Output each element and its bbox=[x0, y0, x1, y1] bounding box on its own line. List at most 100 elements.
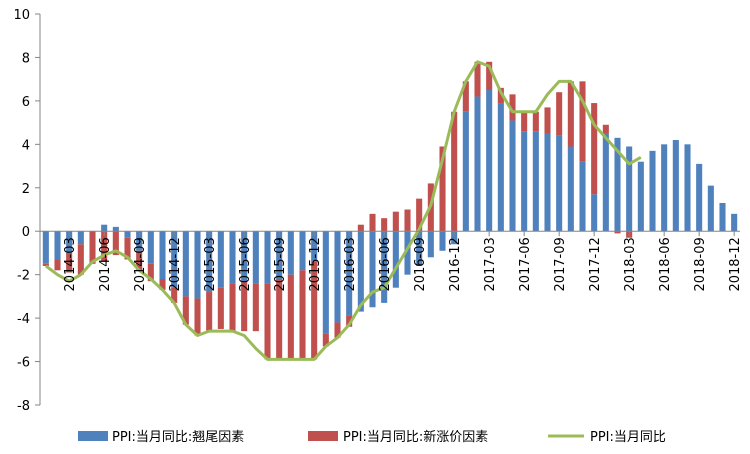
bar-carryover bbox=[264, 231, 271, 284]
bar-carryover bbox=[451, 231, 458, 245]
bar-carryover bbox=[381, 231, 388, 303]
bar-new-price bbox=[497, 87, 504, 104]
bar-carryover bbox=[439, 231, 446, 251]
ppi-yoy-line bbox=[44, 60, 642, 361]
x-tick-label: 2017-09 bbox=[553, 237, 568, 291]
bar-carryover bbox=[77, 231, 84, 245]
x-tick-label: 2017-06 bbox=[518, 237, 533, 291]
bar-new-price bbox=[334, 322, 341, 338]
bar-new-price bbox=[404, 209, 411, 232]
bar-new-price bbox=[544, 107, 551, 134]
bar-series-group bbox=[42, 61, 738, 360]
bar-carryover bbox=[124, 231, 131, 238]
bar-carryover bbox=[462, 111, 469, 232]
bar-carryover bbox=[556, 135, 563, 232]
x-tick-label: 2016-06 bbox=[378, 237, 393, 291]
y-tick-label: 2 bbox=[22, 182, 30, 197]
bar-carryover bbox=[206, 231, 213, 293]
bar-new-price bbox=[556, 92, 563, 136]
bar-new-price bbox=[567, 81, 574, 147]
bar-new-price bbox=[346, 315, 353, 327]
bar-new-price bbox=[392, 211, 399, 232]
bar-new-price bbox=[217, 287, 224, 329]
bar-new-price bbox=[474, 61, 481, 97]
bar-carryover bbox=[637, 161, 644, 232]
bar-carryover bbox=[357, 231, 364, 312]
bar-new-price bbox=[252, 283, 259, 332]
bar-carryover bbox=[672, 139, 679, 232]
y-tick-label: 4 bbox=[22, 138, 30, 153]
bar-carryover bbox=[229, 231, 236, 284]
bar-new-price bbox=[54, 259, 61, 271]
bar-new-price bbox=[322, 333, 329, 347]
bar-new-price bbox=[89, 231, 96, 264]
x-tick-label: 2018-12 bbox=[728, 237, 743, 291]
bar-carryover bbox=[696, 163, 703, 232]
bar-carryover bbox=[217, 231, 224, 288]
bar-carryover bbox=[147, 231, 154, 264]
bar-carryover bbox=[159, 231, 166, 280]
x-tick-label: 2017-12 bbox=[588, 237, 603, 291]
x-tick-label: 2015-09 bbox=[273, 237, 288, 291]
bar-new-price bbox=[206, 292, 213, 332]
y-tick-label: -8 bbox=[17, 399, 30, 414]
x-tick-label: 2016-09 bbox=[413, 237, 428, 291]
bar-new-price bbox=[439, 146, 446, 232]
bar-carryover bbox=[334, 231, 341, 323]
legend-swatch bbox=[308, 431, 338, 441]
bar-carryover bbox=[66, 231, 73, 253]
bar-carryover bbox=[136, 231, 143, 251]
bar-new-price bbox=[171, 287, 178, 303]
line-series-group bbox=[44, 60, 642, 361]
bar-new-price bbox=[532, 111, 539, 132]
bar-carryover bbox=[369, 231, 376, 308]
bar-new-price bbox=[264, 283, 271, 360]
bar-carryover bbox=[602, 133, 609, 232]
bar-new-price bbox=[521, 111, 528, 132]
bar-new-price bbox=[451, 111, 458, 232]
bar-new-price bbox=[112, 231, 119, 256]
bar-carryover bbox=[287, 231, 294, 275]
y-tick-label: 8 bbox=[22, 51, 30, 66]
bar-carryover bbox=[707, 185, 714, 232]
bar-carryover bbox=[322, 231, 329, 334]
bar-new-price bbox=[136, 250, 143, 271]
bar-new-price bbox=[42, 263, 49, 266]
bar-carryover bbox=[626, 146, 633, 232]
legend-label: PPI:当月同比 bbox=[590, 430, 666, 445]
bar-carryover bbox=[42, 231, 49, 264]
bar-new-price bbox=[66, 252, 73, 273]
bar-carryover bbox=[579, 161, 586, 232]
bar-carryover bbox=[171, 231, 178, 288]
bar-carryover bbox=[392, 231, 399, 288]
bar-carryover bbox=[241, 231, 248, 282]
bar-new-price bbox=[194, 298, 201, 336]
bar-carryover bbox=[416, 231, 423, 266]
bar-new-price bbox=[591, 103, 598, 195]
bar-new-price bbox=[486, 61, 493, 91]
bar-carryover bbox=[299, 231, 306, 271]
x-tick-label: 2017-03 bbox=[483, 237, 498, 291]
bar-new-price bbox=[159, 279, 166, 290]
bar-new-price bbox=[101, 231, 108, 262]
bar-carryover bbox=[276, 231, 283, 280]
bar-new-price bbox=[614, 231, 621, 234]
x-tick-label: 2015-03 bbox=[203, 237, 218, 291]
legend: PPI:当月同比:翘尾因素 PPI:当月同比:新涨价因素 PPI:当月同比 bbox=[78, 429, 666, 445]
bar-new-price bbox=[579, 81, 586, 162]
bar-carryover bbox=[404, 231, 411, 275]
x-tick-label: 2016-03 bbox=[343, 237, 358, 291]
bar-carryover bbox=[311, 231, 318, 262]
y-tick-label: -2 bbox=[17, 269, 30, 284]
bar-new-price bbox=[602, 124, 609, 134]
y-tick-label: -4 bbox=[17, 312, 30, 327]
bar-new-price bbox=[229, 283, 236, 332]
bar-carryover bbox=[54, 231, 61, 260]
legend-label: PPI:当月同比:新涨价因素 bbox=[343, 429, 488, 445]
x-tick-label: 2018-09 bbox=[693, 237, 708, 291]
bar-carryover bbox=[101, 224, 108, 232]
bar-new-price bbox=[509, 94, 516, 121]
bar-carryover bbox=[532, 131, 539, 232]
bar-new-price bbox=[124, 237, 131, 260]
bar-new-price bbox=[77, 244, 84, 275]
